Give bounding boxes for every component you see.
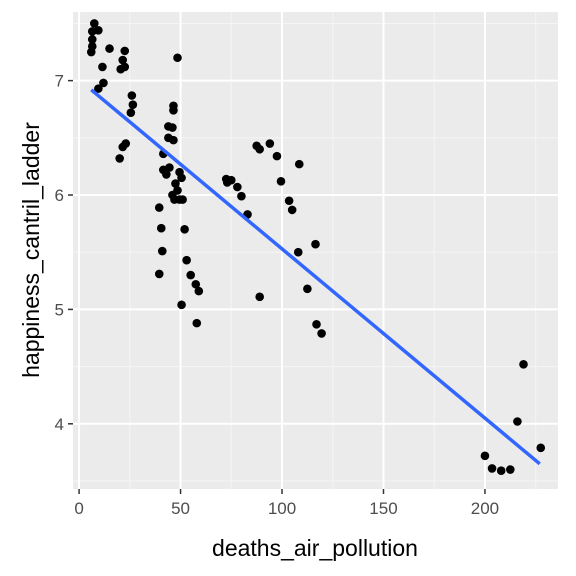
data-point — [536, 443, 546, 453]
y-tick-label: 7 — [55, 72, 64, 91]
data-point — [86, 47, 96, 57]
data-point — [191, 279, 201, 289]
data-point — [171, 179, 180, 188]
data-point — [99, 78, 108, 88]
y-tick-label: 5 — [55, 300, 64, 319]
x-tick-label: 0 — [74, 499, 83, 518]
data-point — [127, 91, 137, 100]
minor-gridlines — [73, 12, 558, 489]
data-point — [118, 55, 128, 65]
data-point — [178, 195, 187, 204]
data-point — [480, 451, 490, 461]
data-point — [98, 62, 107, 72]
data-points — [86, 19, 546, 475]
data-point — [169, 135, 178, 145]
data-point — [276, 176, 286, 186]
data-point — [94, 26, 103, 35]
data-point — [311, 239, 320, 249]
data-point — [303, 284, 312, 294]
data-point — [126, 108, 136, 117]
x-axis-title: deaths_air_pollution — [212, 535, 418, 561]
data-point — [173, 53, 182, 63]
data-point — [177, 300, 186, 310]
x-tick-label: 200 — [471, 499, 499, 518]
data-point — [90, 19, 99, 28]
data-point — [265, 139, 275, 148]
data-point — [162, 170, 171, 179]
data-point — [154, 269, 164, 279]
data-point — [192, 318, 202, 328]
data-point — [284, 196, 294, 206]
data-point — [233, 182, 242, 192]
data-point — [186, 270, 195, 280]
data-point — [94, 84, 103, 93]
data-point — [506, 465, 515, 474]
axis-ticks — [68, 79, 486, 494]
trend-line — [90, 88, 541, 466]
y-tick-label: 6 — [55, 186, 64, 205]
data-point — [118, 142, 128, 152]
data-point — [116, 64, 125, 74]
data-point — [180, 225, 189, 234]
data-point — [237, 191, 246, 201]
data-point — [255, 144, 264, 154]
data-point — [105, 44, 114, 53]
x-tick-label: 150 — [369, 499, 397, 518]
tick-labels: 0 50 100 150 200 4 5 6 7 — [55, 72, 500, 518]
data-point — [487, 464, 497, 473]
data-point — [157, 246, 167, 256]
data-point — [156, 223, 166, 233]
x-tick-label: 50 — [171, 499, 190, 518]
data-point — [128, 100, 138, 109]
data-point — [169, 106, 178, 115]
data-point — [115, 154, 124, 163]
x-tick-label: 100 — [268, 499, 296, 518]
data-point — [272, 151, 282, 161]
data-point — [194, 286, 204, 296]
data-point — [519, 360, 528, 369]
data-point — [255, 292, 264, 302]
major-gridlines — [73, 12, 558, 489]
data-point — [222, 178, 232, 187]
data-point — [120, 46, 130, 56]
data-point — [294, 159, 304, 169]
data-point — [87, 35, 97, 44]
data-point — [287, 205, 297, 215]
y-tick-label: 4 — [55, 415, 64, 434]
data-point — [177, 173, 186, 183]
data-point — [154, 203, 164, 212]
trend-line-group — [90, 88, 541, 466]
data-point — [513, 417, 522, 426]
data-point — [293, 247, 303, 257]
data-point — [496, 466, 506, 475]
data-point — [312, 319, 321, 329]
y-axis-title: happiness_cantril_ladder — [18, 122, 44, 378]
data-point — [168, 123, 177, 132]
data-point — [182, 255, 191, 265]
data-point — [317, 329, 326, 338]
